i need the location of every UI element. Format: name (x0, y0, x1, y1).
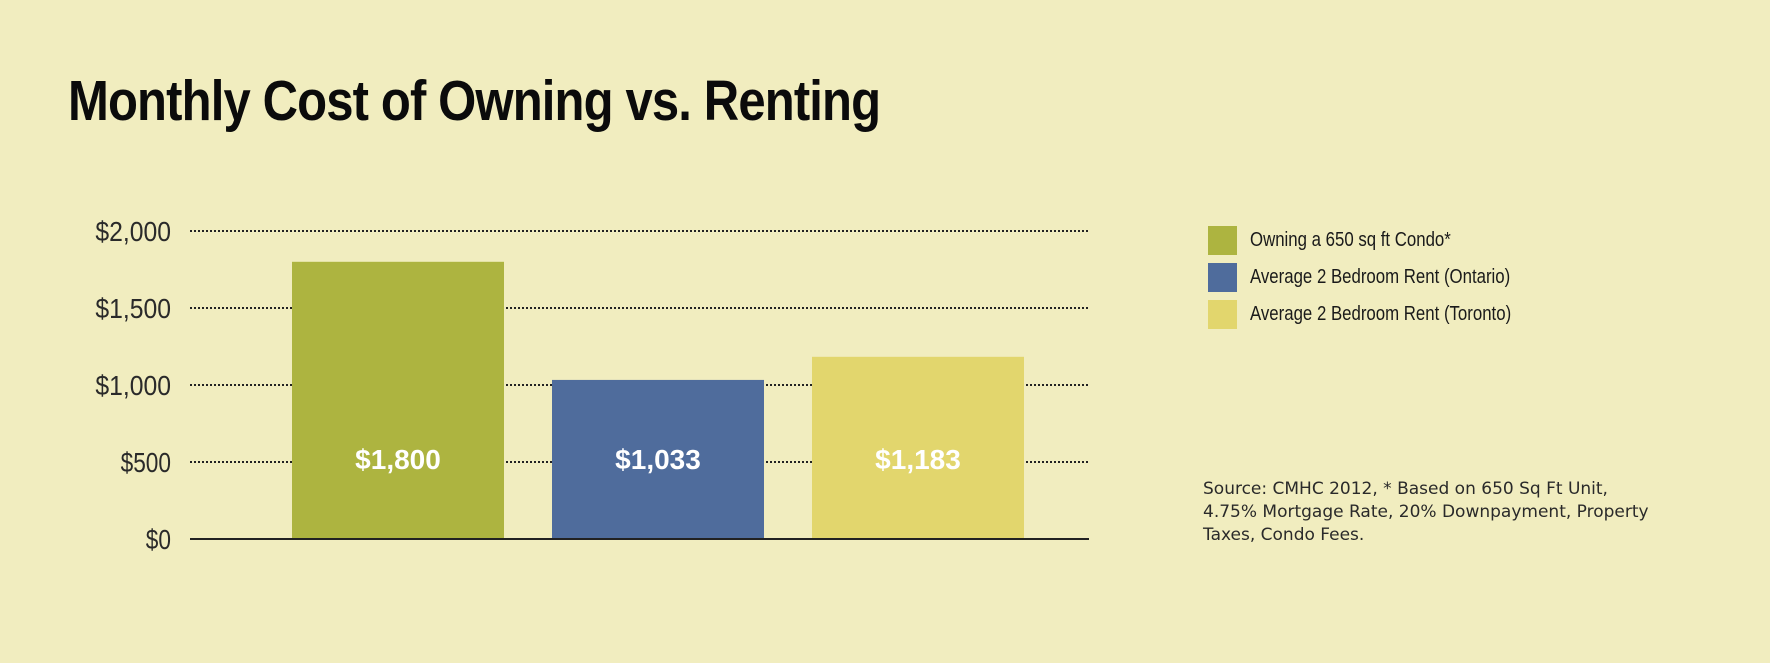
y-axis-tick-labels: $0 $500 $1,000 $1,500 $2,000 (95, 216, 171, 555)
y-tick-label-500: $500 (121, 447, 171, 478)
bar-owning-condo (292, 261, 504, 539)
legend-item-owning-condo: Owning a 650 sq ft Condo* (1208, 226, 1561, 263)
bar-value-label-rent-ontario: $1,033 (615, 444, 701, 475)
bar-value-label-owning-condo: $1,800 (355, 444, 441, 475)
legend-item-rent-toronto: Average 2 Bedroom Rent (Toronto) (1208, 300, 1561, 337)
source-note: Source: CMHC 2012, * Based on 650 Sq Ft … (1203, 479, 1649, 545)
bar-rent-toronto (812, 356, 1024, 539)
y-tick-label-0: $0 (146, 524, 171, 555)
legend-label-rent-toronto: Average 2 Bedroom Rent (Toronto) (1250, 303, 1512, 325)
bar-value-label-rent-toronto: $1,183 (875, 444, 961, 475)
legend-swatch-rent-toronto (1208, 300, 1237, 329)
bar-rent-ontario (552, 379, 764, 539)
legend-swatch-owning-condo (1208, 226, 1237, 255)
legend: Owning a 650 sq ft Condo* Average 2 Bedr… (1208, 226, 1561, 337)
y-tick-label-1000: $1,000 (95, 370, 171, 401)
legend-swatch-rent-ontario (1208, 263, 1237, 292)
y-tick-label-2000: $2,000 (95, 216, 171, 247)
legend-label-rent-ontario: Average 2 Bedroom Rent (Ontario) (1250, 266, 1511, 288)
legend-item-rent-ontario: Average 2 Bedroom Rent (Ontario) (1208, 263, 1561, 300)
bottom-border (0, 663, 1770, 665)
chart-title: Monthly Cost of Owning vs. Renting (68, 69, 881, 133)
bar-value-labels: $1,800 $1,033 $1,183 (355, 444, 961, 475)
bars (292, 261, 1024, 539)
legend-label-owning-condo: Owning a 650 sq ft Condo* (1250, 229, 1451, 251)
y-tick-label-1500: $1,500 (95, 293, 171, 324)
